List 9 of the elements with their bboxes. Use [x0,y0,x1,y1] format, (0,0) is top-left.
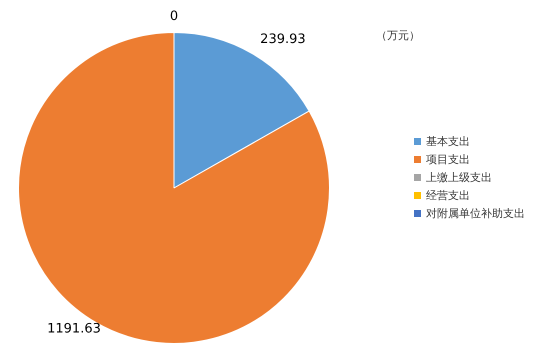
legend-label: 项目支出 [426,152,470,166]
text: （万元） [376,28,420,43]
text: 0 [170,8,178,24]
legend-label: 经营支出 [426,188,470,202]
legend-label: 基本支出 [426,134,470,148]
data-label: 239.93 [260,32,306,48]
data-label: 1191.63 [47,322,101,337]
legend-label: 上缴上级支出 [426,170,492,184]
legend-label: 对附属单位补助支出 [426,206,525,220]
